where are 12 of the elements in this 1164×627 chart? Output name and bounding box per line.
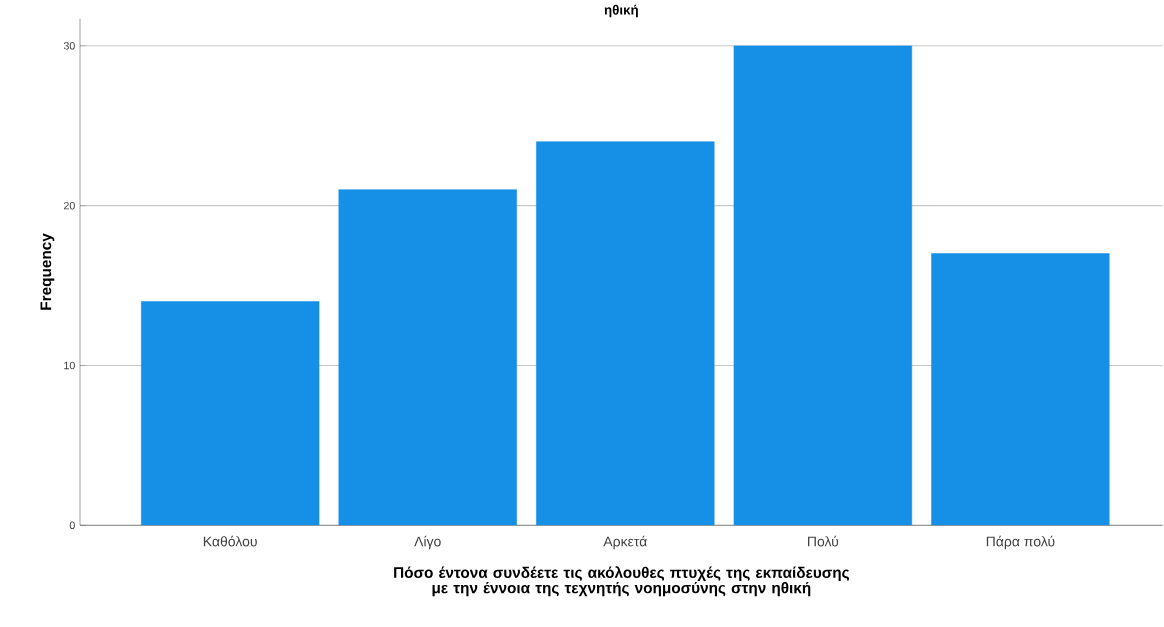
x-tick-label: Πολύ: [808, 535, 839, 547]
x-tick-label: Αρκετά: [603, 535, 647, 550]
x-tick-label: Λίγο: [414, 535, 441, 550]
x-tick-label: Καθόλου: [203, 535, 257, 547]
y-tick-label: 0: [69, 521, 75, 530]
x-tick-label: Πάρα πολύ: [986, 535, 1055, 550]
y-tick-label: 30: [63, 42, 75, 50]
y-axis-title: Frequency: [40, 233, 55, 310]
x-axis-title: Πόσο έντονα συνδέετε τις ακόλουθες πτυχές της εκπαίδευσης με την έννοια της τεχνητής νοημοσύνης στην ηθική: [394, 566, 849, 597]
y-tick-label: 10: [64, 361, 75, 370]
chart-title: ηθική: [604, 4, 638, 18]
y-tick-label: 20: [63, 202, 75, 210]
